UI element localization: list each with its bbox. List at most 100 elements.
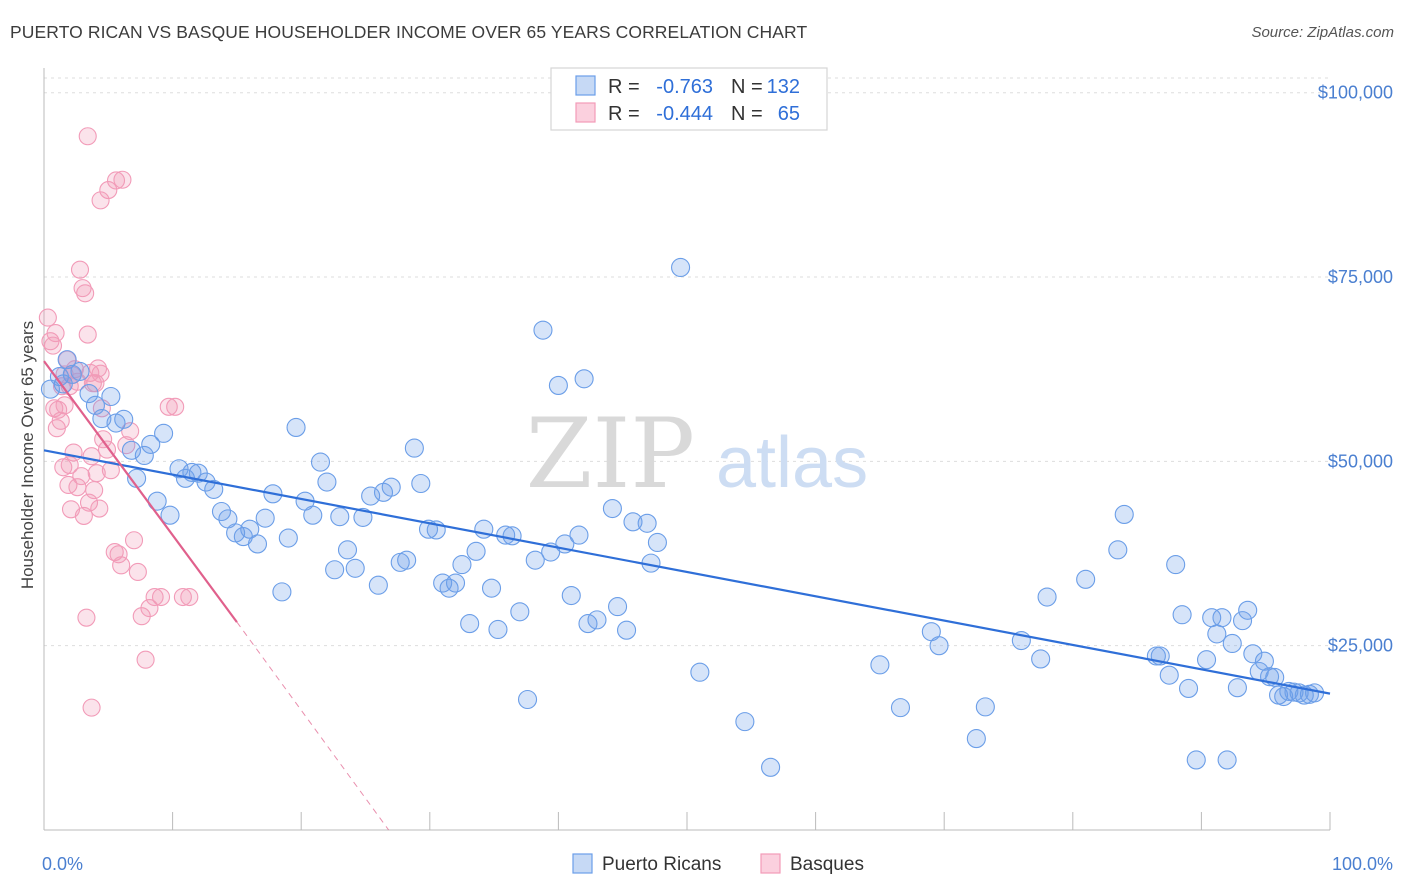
puerto-ricans-point-123	[1274, 687, 1294, 707]
puerto-ricans-point-98	[1076, 569, 1096, 589]
puerto-ricans-point-84	[647, 532, 667, 553]
puerto-ricans-point-85	[671, 257, 691, 278]
basques-point-24	[47, 419, 66, 438]
trend-lines	[43, 360, 1331, 831]
basques-point-43	[112, 556, 131, 575]
puerto-ricans-point-111	[1212, 608, 1232, 628]
basques-point-30	[72, 467, 91, 486]
puerto-ricans-point-79	[608, 597, 628, 617]
bottom-legend-puerto-ricans: Puerto Ricans	[602, 854, 721, 875]
puerto-ricans-point-108	[1196, 650, 1217, 670]
basques-point-54	[166, 397, 185, 416]
source-label: Source: ZipAtlas.com	[1251, 24, 1394, 41]
puerto-ricans-point-67	[517, 689, 538, 710]
puerto-ricans-point-52	[411, 473, 431, 494]
puerto-ricans-point-14	[134, 445, 154, 466]
puerto-ricans-point-45	[361, 486, 381, 506]
puerto-ricans-point-112	[1217, 750, 1237, 770]
puerto-ricans-point-58	[452, 555, 472, 575]
puerto-ricans-point-30	[247, 534, 268, 554]
puerto-ricans-point-65	[502, 526, 522, 546]
grid-lines	[44, 77, 1330, 647]
puerto-ricans-point-63	[488, 619, 508, 640]
basques-point-15	[76, 284, 95, 303]
legend-box: R = -0.763 N = 132 R = -0.444 N = 65	[550, 67, 828, 131]
basques-trend-line	[43, 360, 238, 623]
y-axis-label: Householder Income Over 65 years	[18, 321, 37, 589]
bottom-legend-swatch-pink	[760, 853, 781, 874]
legend-r-label-0: R =	[608, 76, 640, 98]
puerto-ricans-point-119	[1254, 651, 1274, 671]
puerto-ricans-point-93	[966, 729, 986, 749]
puerto-ricans-point-62	[481, 578, 502, 598]
puerto-ricans-point-15	[141, 434, 161, 454]
puerto-ricans-point-50	[397, 550, 417, 570]
basques-point-46	[124, 531, 144, 550]
legend-n-value-1: 65	[778, 103, 800, 125]
puerto-ricans-point-48	[381, 477, 401, 497]
puerto-ricans-point-66	[510, 602, 530, 622]
basques-point-13	[70, 260, 90, 279]
puerto-ricans-point-100	[1114, 504, 1134, 525]
puerto-ricans-point-46	[368, 575, 388, 595]
puerto-ricans-point-4	[62, 364, 82, 384]
puerto-ricans-point-97	[1037, 587, 1057, 607]
puerto-ricans-point-38	[310, 452, 331, 472]
x-tick-label-0: 0.0%	[42, 854, 83, 874]
puerto-ricans-point-34	[278, 528, 298, 548]
puerto-ricans-point-96	[1031, 649, 1051, 669]
legend-r-value-0: -0.763	[656, 76, 713, 98]
puerto-ricans-point-105	[1172, 605, 1192, 625]
x-tick-labels: 0.0% 100.0%	[42, 854, 1393, 874]
puerto-ricans-point-87	[735, 712, 755, 732]
watermark-atlas: atlas	[716, 423, 868, 503]
puerto-ricans-point-60	[466, 541, 486, 561]
puerto-ricans-point-44	[353, 507, 373, 527]
basques-point-52	[151, 587, 171, 607]
puerto-ricans-point-89	[870, 655, 890, 675]
puerto-ricans-point-88	[761, 757, 781, 777]
puerto-ricans-point-80	[617, 620, 637, 640]
puerto-ricans-point-116	[1238, 600, 1258, 620]
puerto-ricans-point-43	[345, 558, 365, 578]
puerto-ricans-point-42	[337, 540, 358, 560]
basques-point-60	[106, 171, 126, 190]
basques-point-14	[73, 279, 92, 298]
legend-n-value-0: 132	[767, 76, 800, 98]
puerto-ricans-point-9	[101, 386, 121, 407]
basques-point-34	[82, 447, 101, 466]
basques-point-42	[109, 545, 128, 564]
puerto-ricans-point-110	[1207, 624, 1227, 644]
basques-points	[38, 127, 199, 717]
puerto-ricans-point-81	[623, 512, 643, 532]
chart-title: PUERTO RICAN VS BASQUE HOUSEHOLDER INCOM…	[10, 22, 808, 42]
puerto-ricans-point-71	[548, 375, 568, 395]
basques-point-16	[78, 325, 97, 344]
y-tick-labels: $25,000 $50,000 $75,000 $100,000	[1318, 83, 1393, 656]
legend-swatch-blue	[575, 75, 596, 96]
puerto-ricans-point-56	[439, 578, 459, 598]
puerto-ricans-point-69	[533, 320, 553, 340]
puerto-ricans-point-57	[445, 573, 466, 593]
x-tick-label-1: 100.0%	[1332, 854, 1393, 874]
puerto-ricans-point-6	[79, 383, 99, 404]
puerto-ricans-point-103	[1159, 665, 1179, 685]
basques-point-0	[38, 308, 57, 327]
basques-point-35	[85, 481, 104, 500]
puerto-ricans-trend-line	[43, 449, 1331, 695]
puerto-ricans-points	[40, 257, 1325, 777]
puerto-ricans-point-82	[637, 513, 657, 533]
axes	[43, 68, 1331, 831]
y-tick-label-1: $50,000	[1328, 451, 1393, 471]
legend-r-label-1: R =	[608, 103, 640, 125]
basques-point-40	[101, 461, 120, 480]
puerto-ricans-point-99	[1108, 540, 1128, 560]
puerto-ricans-point-5	[70, 361, 90, 381]
basques-point-55	[173, 587, 192, 607]
puerto-ricans-point-59	[460, 614, 480, 634]
y-tick-label-0: $25,000	[1328, 636, 1393, 656]
puerto-ricans-point-107	[1186, 750, 1206, 770]
puerto-ricans-point-92	[929, 636, 949, 656]
puerto-ricans-point-86	[690, 662, 710, 682]
